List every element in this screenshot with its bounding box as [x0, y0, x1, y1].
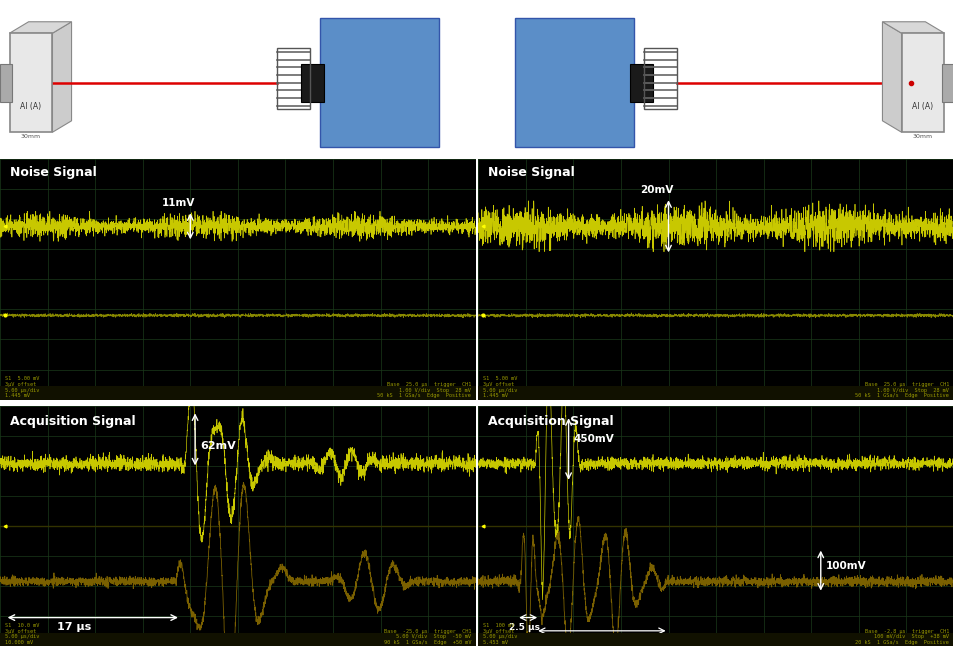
Bar [629, 63, 653, 102]
Bar [300, 63, 324, 102]
Text: Acquisition Signal: Acquisition Signal [10, 415, 135, 428]
Text: Base  -25.0 µs  trigger  CH1
5.00 V/div  Stop  -50 mV
90 kS  1 GSa/s  Edge  +50 : Base -25.0 µs trigger CH1 5.00 V/div Sto… [383, 629, 471, 645]
Bar [941, 63, 953, 102]
Text: 62mV: 62mV [199, 441, 235, 451]
Text: Acquisition Signal: Acquisition Signal [487, 415, 613, 428]
Polygon shape [52, 22, 71, 132]
Text: 30mm: 30mm [21, 134, 41, 139]
Bar [477, 387, 953, 400]
Bar [643, 48, 677, 109]
Bar [276, 48, 310, 109]
Bar [0, 633, 476, 646]
Text: 17 μs: 17 μs [57, 622, 91, 631]
Text: Base  25.0 µs  trigger  CH1
1.00 V/div  Stop  28 mV
50 kS  1 GSa/s  Edge  Positi: Base 25.0 µs trigger CH1 1.00 V/div Stop… [855, 382, 948, 398]
Bar [0, 63, 11, 102]
Text: 2.5 μs: 2.5 μs [509, 622, 539, 631]
Text: 30mm: 30mm [912, 134, 932, 139]
Bar [0, 387, 476, 400]
Text: S1  100 mV
3µV offset
5.00 µs/div
5.453 mV: S1 100 mV 3µV offset 5.00 µs/div 5.453 m… [482, 623, 517, 645]
Text: Base  25.0 µs  trigger  CH1
1.00 V/div  Stop  28 mV
50 kS  1 GSa/s  Edge  Positi: Base 25.0 µs trigger CH1 1.00 V/div Stop… [376, 382, 471, 398]
Bar [515, 18, 634, 148]
Polygon shape [10, 22, 71, 33]
Text: S1  5.00 mV
3µV offset
5.00 µs/div
1.445 mV: S1 5.00 mV 3µV offset 5.00 µs/div 1.445 … [482, 376, 517, 398]
Text: 100mV: 100mV [824, 562, 865, 571]
Bar [477, 633, 953, 646]
Text: S1  10.0 mV
3µV offset
5.00 µs/div
10.000 mV: S1 10.0 mV 3µV offset 5.00 µs/div 10.000… [5, 623, 39, 645]
Text: 450mV: 450mV [573, 434, 614, 444]
Text: 20mV: 20mV [639, 185, 673, 195]
Text: Noise Signal: Noise Signal [487, 166, 574, 179]
Text: Al (A): Al (A) [20, 103, 42, 112]
Text: 11mV: 11mV [162, 198, 195, 208]
Text: Base  -2.8 µs  trigger  CH1
100 mV/div  Stop  +38 mV
20 kS  1 GSa/s  Edge  Posit: Base -2.8 µs trigger CH1 100 mV/div Stop… [855, 629, 948, 645]
Polygon shape [882, 22, 943, 33]
Bar [10, 33, 52, 132]
Text: Noise Signal: Noise Signal [10, 166, 96, 179]
Bar [901, 33, 943, 132]
Text: S1  5.00 mV
3µV offset
5.00 µs/div
1.445 mV: S1 5.00 mV 3µV offset 5.00 µs/div 1.445 … [5, 376, 39, 398]
Text: Al (A): Al (A) [911, 103, 933, 112]
Text: 13 μs: 13 μs [578, 636, 605, 645]
Bar [319, 18, 438, 148]
Polygon shape [882, 22, 901, 132]
